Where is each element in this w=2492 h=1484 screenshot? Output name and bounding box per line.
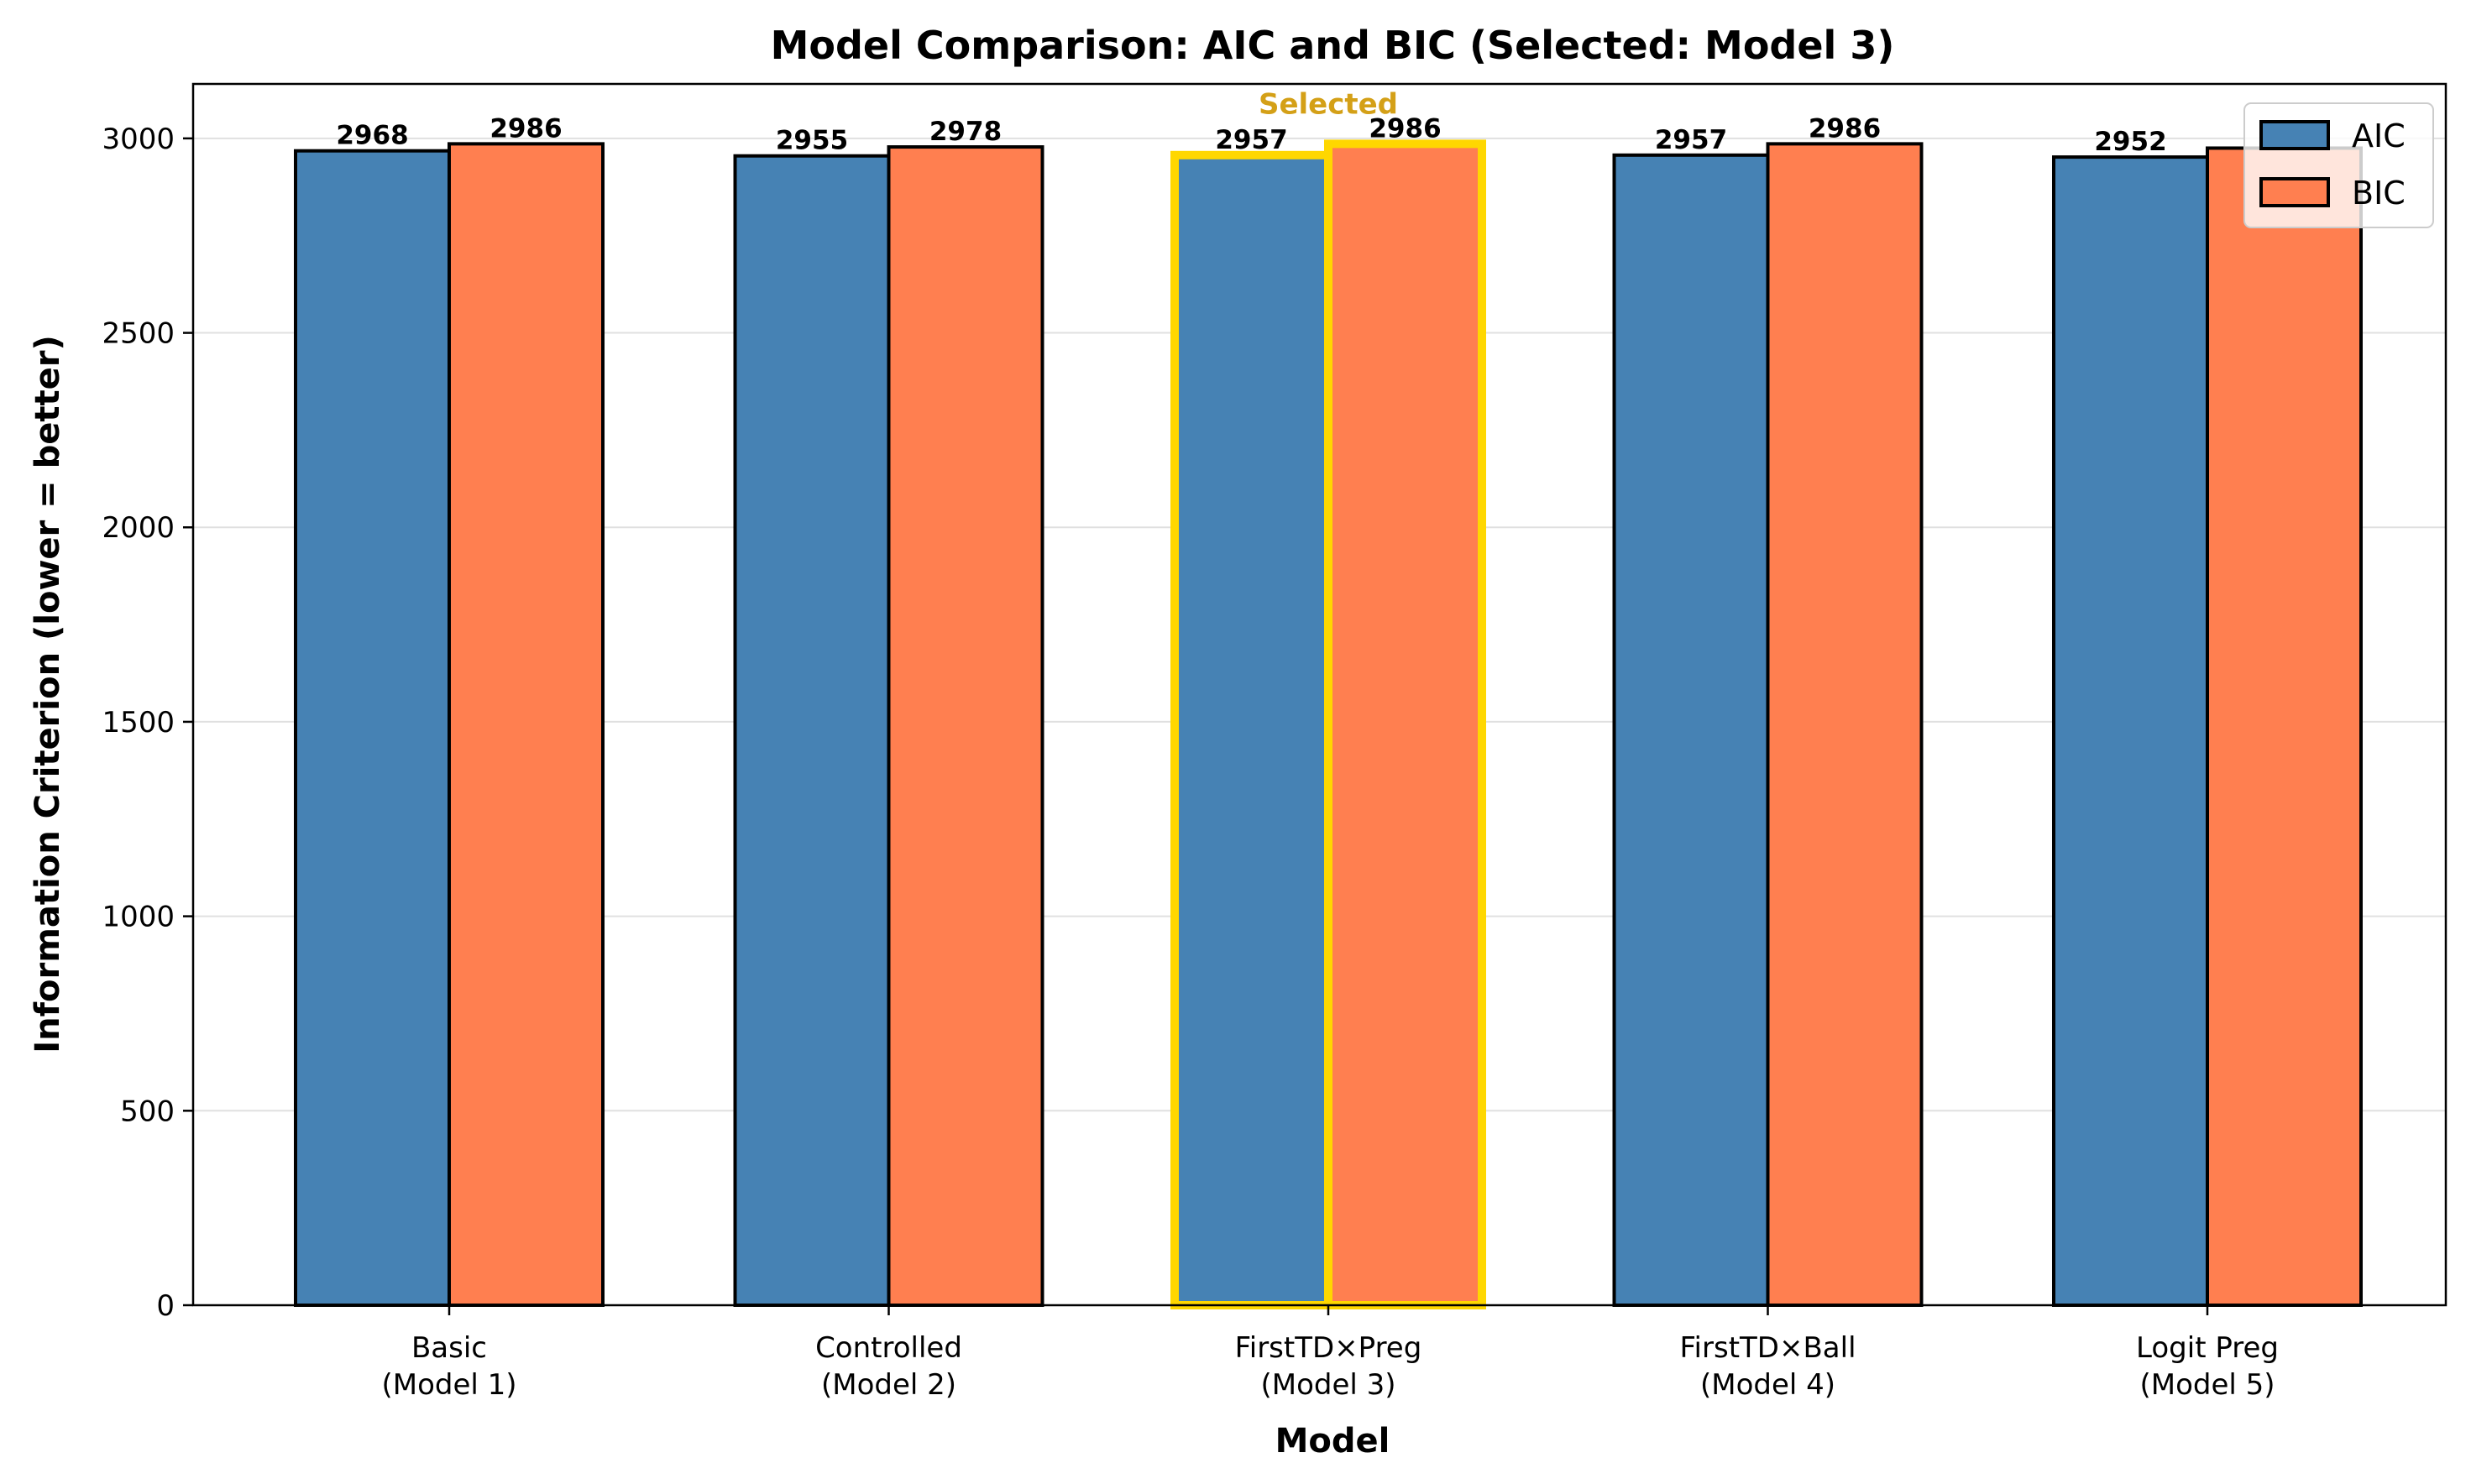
legend-label-bic: BIC bbox=[2352, 175, 2406, 212]
selected-annotation: Selected bbox=[1259, 87, 1398, 121]
data-label-bic-model-1: 2986 bbox=[490, 113, 562, 144]
y-tick-label: 1500 bbox=[102, 706, 175, 739]
y-axis-label: Information Criterion (lower = better) bbox=[29, 335, 67, 1053]
x-tick-label: Basic bbox=[411, 1331, 487, 1365]
x-tick-label: (Model 5) bbox=[2139, 1368, 2275, 1402]
y-tick-label: 2500 bbox=[102, 317, 175, 351]
x-tick-label: (Model 2) bbox=[821, 1368, 956, 1402]
bar-aic-model-5 bbox=[2052, 155, 2209, 1308]
legend-swatch-aic bbox=[2259, 120, 2330, 150]
x-tick-label: FirstTD×Ball bbox=[1679, 1331, 1856, 1365]
bar-aic-model-2 bbox=[733, 154, 891, 1308]
x-tick-label: FirstTD×Preg bbox=[1235, 1331, 1422, 1365]
data-label-aic-model-1: 2968 bbox=[336, 121, 408, 151]
data-label-aic-model-3: 2957 bbox=[1215, 125, 1287, 155]
legend-swatch-bic bbox=[2259, 177, 2330, 207]
y-tick-label: 500 bbox=[120, 1095, 175, 1128]
bar-bic-model-5 bbox=[2206, 146, 2363, 1307]
bar-aic-model-3 bbox=[1170, 150, 1332, 1310]
y-tick-label: 3000 bbox=[102, 123, 175, 156]
data-label-aic-model-5: 2952 bbox=[2094, 127, 2166, 157]
bar-bic-model-4 bbox=[1766, 142, 1924, 1308]
legend-label-aic: AIC bbox=[2352, 118, 2406, 154]
x-tick-label: Controlled bbox=[815, 1331, 962, 1365]
y-tick-label: 1000 bbox=[102, 901, 175, 934]
data-label-bic-model-2: 2978 bbox=[929, 117, 1002, 147]
x-tick-label: (Model 1) bbox=[381, 1368, 516, 1402]
bar-bic-model-3 bbox=[1324, 139, 1486, 1310]
data-label-bic-model-3: 2986 bbox=[1369, 113, 1441, 144]
y-tick-label: 2000 bbox=[102, 511, 175, 545]
x-axis: Basic(Model 1) Controlled(Model 2) FirstTD… bbox=[381, 1305, 2279, 1402]
chart-title: Model Comparison: AIC and BIC (Selected:… bbox=[771, 23, 1895, 68]
bar-bic-model-2 bbox=[887, 145, 1044, 1307]
x-tick-label: (Model 4) bbox=[1700, 1368, 1835, 1402]
data-label-aic-model-4: 2957 bbox=[1655, 125, 1727, 155]
y-tick-label: 0 bbox=[156, 1289, 175, 1323]
x-axis-label: Model bbox=[1275, 1422, 1390, 1460]
selected-highlight bbox=[1170, 139, 1486, 1310]
y-axis: 0 500 1000 1500 2000 2500 3000 bbox=[102, 123, 193, 1323]
bar-aic-model-1 bbox=[294, 149, 451, 1307]
x-tick-label: Logit Preg bbox=[2136, 1331, 2279, 1365]
bar-bic-model-1 bbox=[448, 142, 605, 1308]
plot-frame bbox=[191, 82, 2448, 1307]
x-tick-label: (Model 3) bbox=[1260, 1368, 1395, 1402]
data-labels: 2968 2986 2955 2978 2957 2986 2957 2986 2952 bbox=[336, 113, 2166, 157]
legend: AIC BIC bbox=[2243, 102, 2434, 228]
bar-aic-model-4 bbox=[1612, 153, 1770, 1308]
data-label-aic-model-2: 2955 bbox=[776, 126, 848, 156]
data-label-bic-model-4: 2986 bbox=[1809, 113, 1881, 144]
